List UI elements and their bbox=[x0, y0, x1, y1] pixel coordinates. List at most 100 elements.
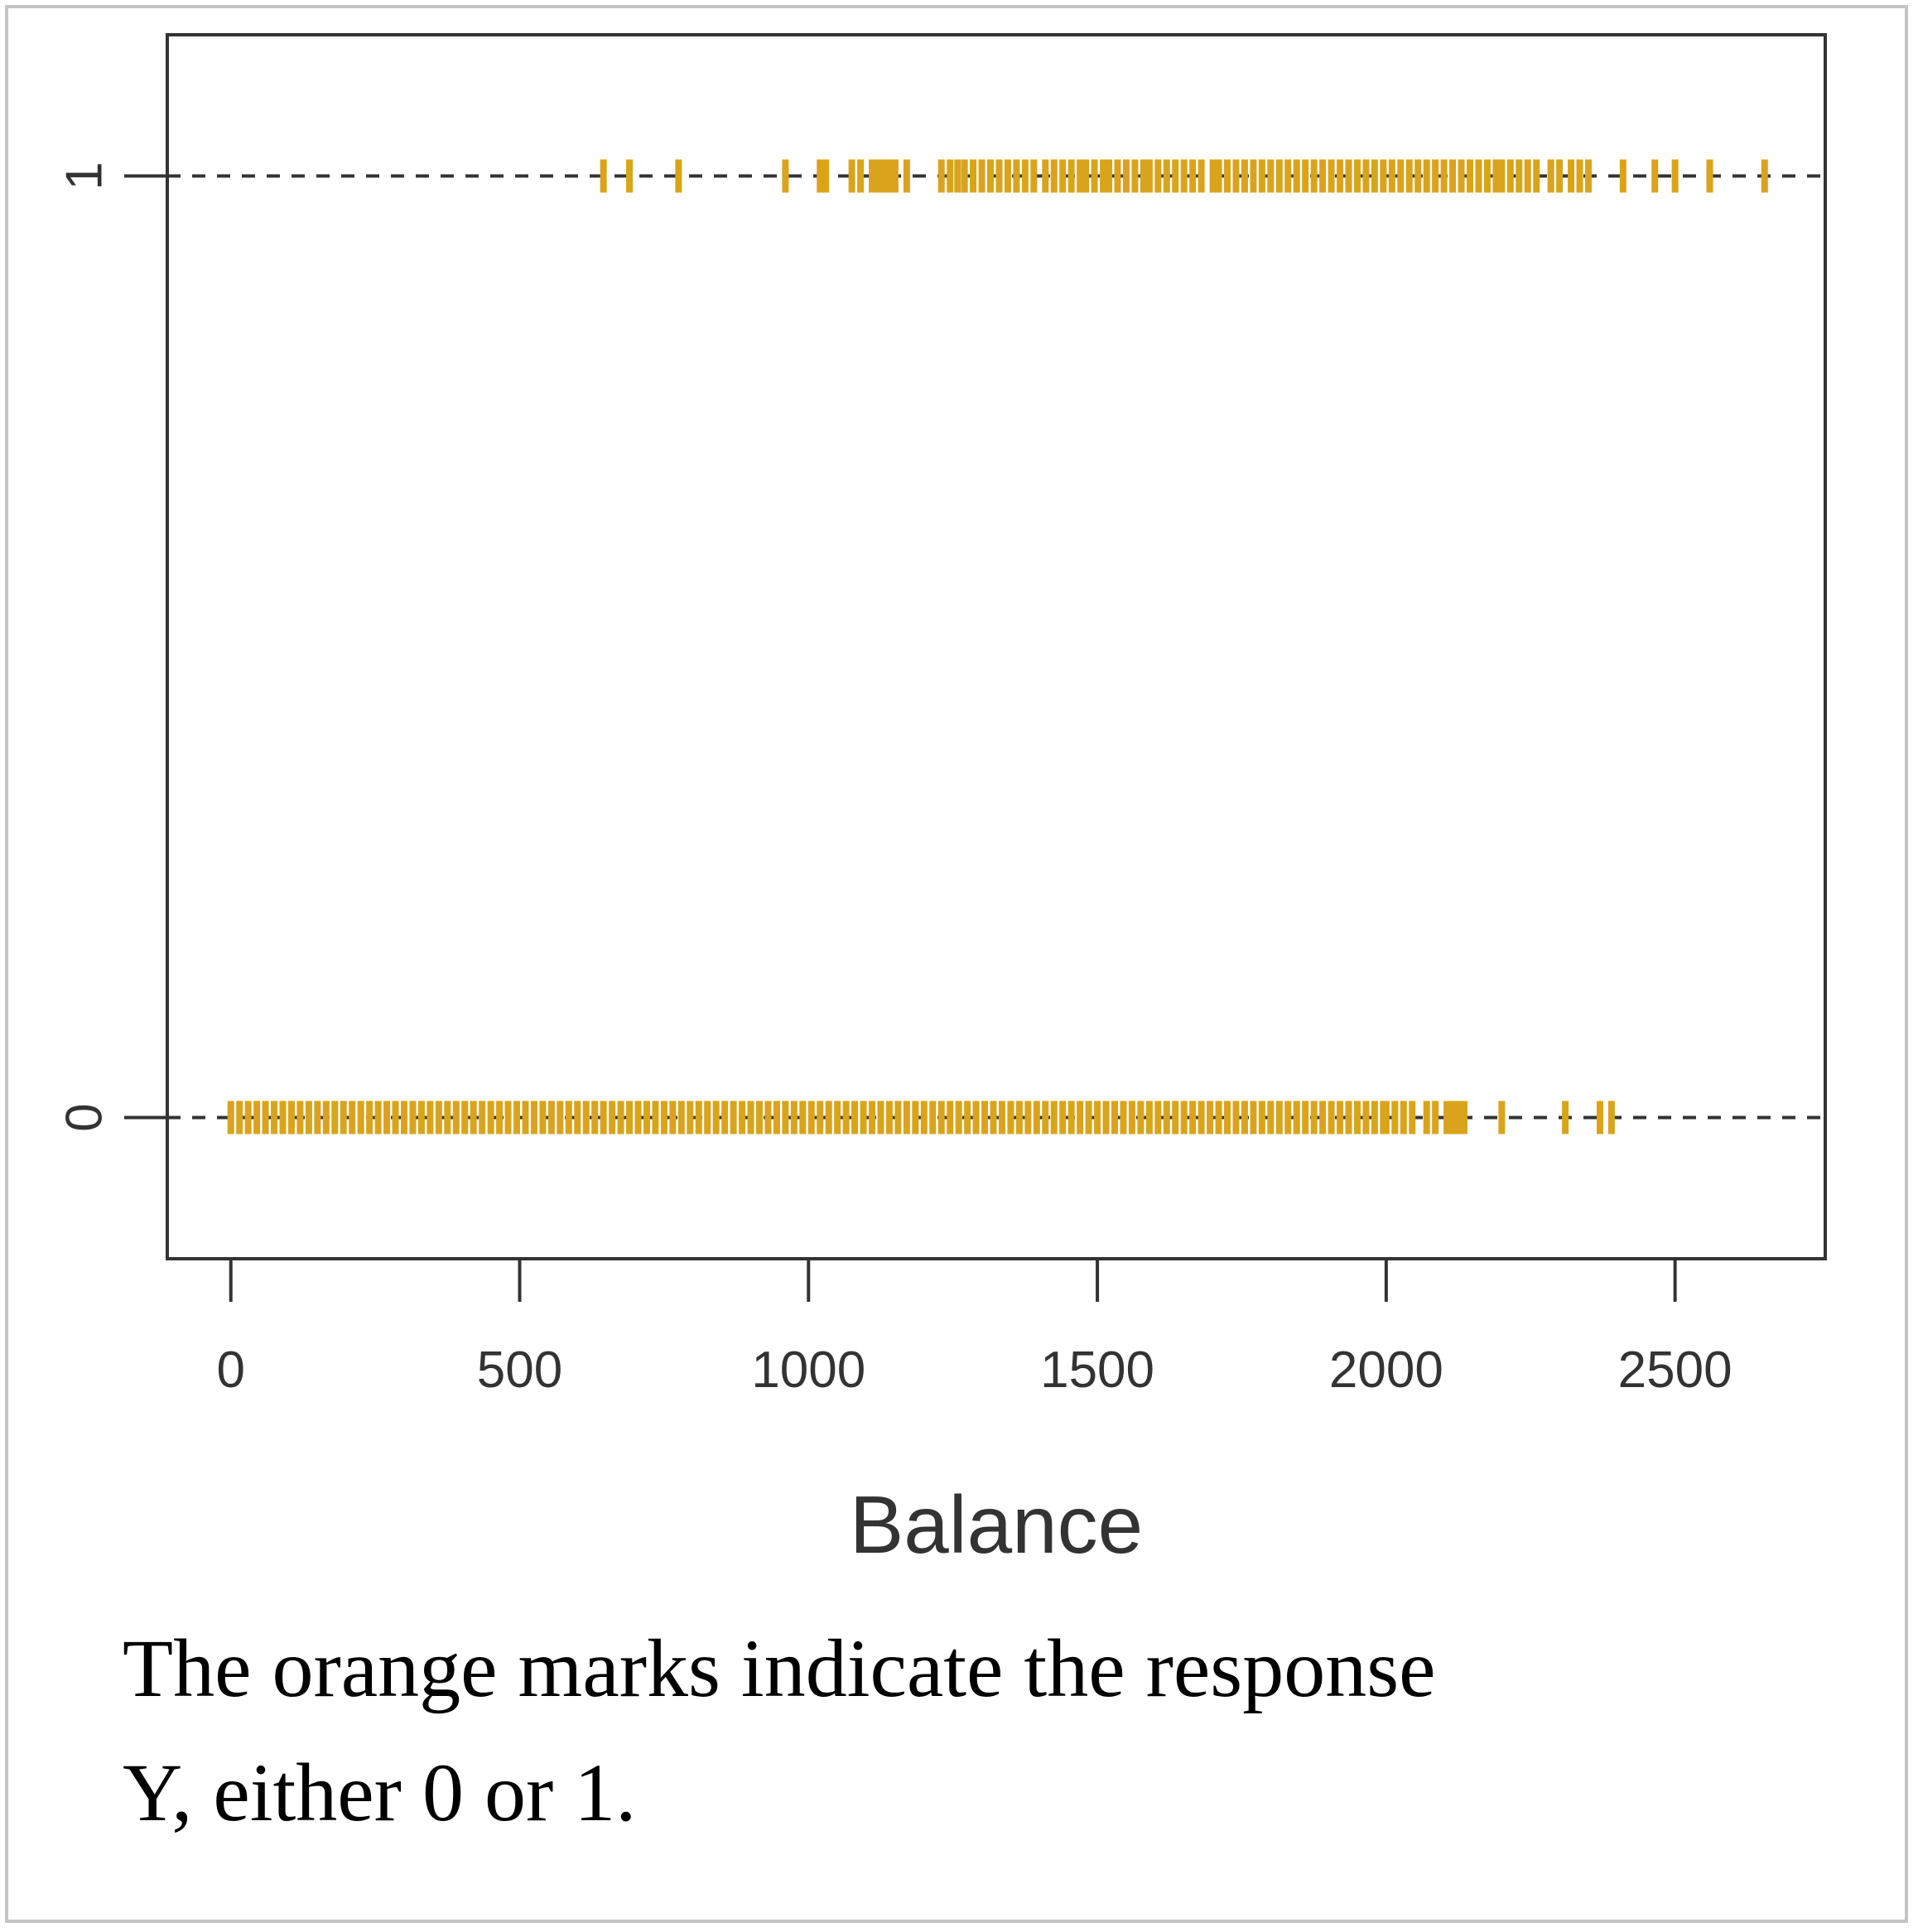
data-point bbox=[244, 1101, 252, 1135]
data-point bbox=[1345, 1101, 1352, 1135]
data-point bbox=[817, 159, 824, 193]
data-point bbox=[1250, 159, 1257, 193]
data-point bbox=[296, 1101, 304, 1135]
data-point bbox=[1382, 1101, 1390, 1135]
data-point bbox=[1250, 1101, 1257, 1135]
data-point bbox=[929, 1101, 937, 1135]
x-tick-label: 500 bbox=[477, 1342, 562, 1399]
data-point bbox=[739, 1101, 746, 1135]
data-point bbox=[891, 159, 899, 193]
data-point bbox=[807, 1101, 815, 1135]
data-point bbox=[1353, 159, 1361, 193]
data-point bbox=[1224, 1101, 1231, 1135]
data-point bbox=[1100, 159, 1107, 193]
data-point bbox=[903, 159, 910, 193]
data-point bbox=[704, 1101, 711, 1135]
data-point bbox=[1215, 159, 1222, 193]
data-point bbox=[539, 1101, 547, 1135]
figure-caption: The orange marks indicate the response Y… bbox=[123, 1607, 1820, 1855]
data-point bbox=[1498, 159, 1506, 193]
data-point bbox=[1353, 1101, 1361, 1135]
data-point bbox=[366, 1101, 373, 1135]
data-point bbox=[487, 1101, 494, 1135]
data-point bbox=[885, 1101, 893, 1135]
data-point bbox=[981, 1101, 989, 1135]
data-points bbox=[227, 159, 1768, 1135]
data-point bbox=[357, 1101, 364, 1135]
data-point bbox=[1319, 159, 1327, 193]
data-point bbox=[747, 1101, 754, 1135]
data-point bbox=[972, 1101, 980, 1135]
data-point bbox=[773, 1101, 780, 1135]
data-point bbox=[920, 1101, 928, 1135]
data-point bbox=[1302, 1101, 1309, 1135]
data-point bbox=[970, 159, 977, 193]
data-point bbox=[675, 159, 682, 193]
data-point bbox=[1189, 1101, 1197, 1135]
data-point bbox=[712, 1101, 720, 1135]
data-point bbox=[1042, 159, 1049, 193]
data-point bbox=[1405, 159, 1413, 193]
x-tick-label: 2500 bbox=[1618, 1342, 1732, 1399]
data-point bbox=[1651, 159, 1659, 193]
data-point bbox=[470, 1101, 477, 1135]
data-point bbox=[1524, 159, 1531, 193]
data-point bbox=[1506, 159, 1514, 193]
data-point bbox=[1380, 159, 1387, 193]
x-axis-title: Balance bbox=[850, 1479, 1143, 1570]
data-point bbox=[1319, 1101, 1327, 1135]
data-point bbox=[1004, 159, 1011, 193]
data-point bbox=[730, 1101, 737, 1135]
data-point bbox=[262, 1101, 269, 1135]
data-point bbox=[1082, 159, 1090, 193]
data-point bbox=[1483, 159, 1491, 193]
data-point bbox=[1154, 159, 1162, 193]
data-point bbox=[912, 1101, 919, 1135]
caption-line-1: The orange marks indicate the response bbox=[123, 1622, 1436, 1714]
data-point bbox=[677, 1101, 685, 1135]
data-point bbox=[1042, 1101, 1049, 1135]
data-point bbox=[954, 159, 961, 193]
data-point bbox=[340, 1101, 347, 1135]
data-point bbox=[848, 159, 855, 193]
data-point bbox=[374, 1101, 382, 1135]
data-point bbox=[1576, 159, 1583, 193]
data-point bbox=[1671, 159, 1679, 193]
data-point bbox=[1585, 159, 1592, 193]
data-point bbox=[1140, 159, 1147, 193]
data-point bbox=[1033, 1101, 1040, 1135]
data-point bbox=[392, 1101, 399, 1135]
y-axis: 01 bbox=[55, 161, 167, 1132]
data-point bbox=[842, 1101, 850, 1135]
data-point bbox=[964, 1101, 971, 1135]
data-point bbox=[1224, 159, 1231, 193]
data-point bbox=[1015, 1101, 1023, 1135]
data-point bbox=[1443, 1101, 1451, 1135]
data-point bbox=[885, 159, 893, 193]
data-point bbox=[322, 1101, 330, 1135]
data-point bbox=[409, 1101, 417, 1135]
data-point bbox=[1172, 159, 1179, 193]
data-point bbox=[1021, 159, 1029, 193]
data-point bbox=[1455, 1101, 1463, 1135]
data-point bbox=[937, 159, 945, 193]
data-point bbox=[582, 1101, 590, 1135]
x-tick-label: 1500 bbox=[1040, 1342, 1154, 1399]
data-point bbox=[236, 1101, 243, 1135]
data-point bbox=[1302, 159, 1309, 193]
data-point bbox=[1461, 1101, 1468, 1135]
data-point bbox=[331, 1101, 339, 1135]
data-point bbox=[1059, 159, 1067, 193]
data-point bbox=[947, 1101, 954, 1135]
data-point bbox=[857, 159, 865, 193]
data-point bbox=[1050, 1101, 1058, 1135]
data-point bbox=[660, 1101, 667, 1135]
data-point bbox=[961, 159, 968, 193]
data-point bbox=[461, 1101, 469, 1135]
data-point bbox=[1310, 159, 1318, 193]
data-point bbox=[695, 1101, 702, 1135]
data-point bbox=[1111, 1101, 1118, 1135]
data-point bbox=[1091, 159, 1098, 193]
data-point bbox=[869, 159, 876, 193]
data-point bbox=[253, 1101, 261, 1135]
